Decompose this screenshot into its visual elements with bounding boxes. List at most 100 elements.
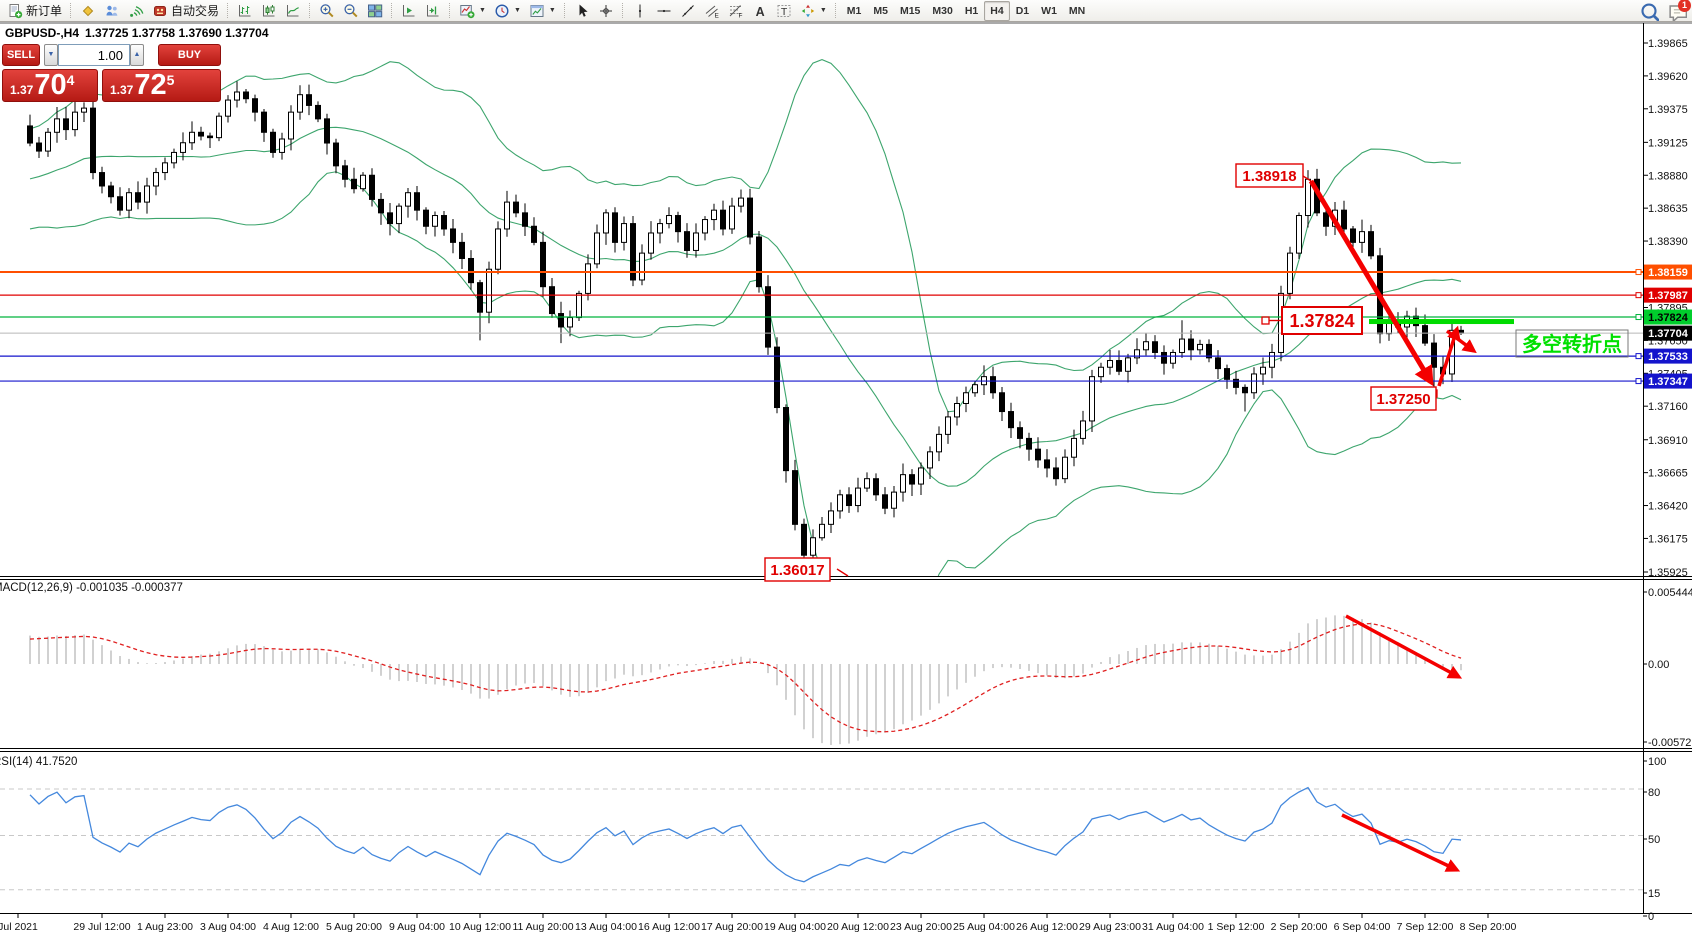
toolbar-button-market-watch[interactable] xyxy=(76,0,100,22)
toolbar-button-periods[interactable]: ▼ xyxy=(490,0,525,22)
price-annotation-1.36017[interactable]: 1.36017 xyxy=(764,557,831,582)
sell-button[interactable]: SELL xyxy=(2,44,40,66)
toolbar-button-autotrade[interactable]: 自动交易 xyxy=(148,0,223,22)
toolbar-button-channel[interactable]: E xyxy=(700,0,724,22)
notification-count-badge: 1 xyxy=(1678,0,1691,12)
toolbar-button-vline[interactable] xyxy=(628,0,652,22)
toolbar-button-notifications[interactable]: 1 xyxy=(1667,0,1691,23)
auto-scroll-icon xyxy=(403,4,415,16)
svg-text:1.37824: 1.37824 xyxy=(1289,311,1354,331)
toolbar-button-zoom-in[interactable] xyxy=(315,0,339,22)
price-axis: 1.39865 1.39620 1.39375 1.39125 1.38880 1.386… xyxy=(1643,38,1692,923)
toolbar-button-auto-scroll[interactable] xyxy=(397,0,421,22)
rsi-name: RSI(14) xyxy=(0,756,33,768)
sell-price-display[interactable]: 1.37 70 4 xyxy=(2,69,98,102)
toolbar-button-templates[interactable]: ▼ xyxy=(525,0,560,22)
horizontal-level-lines[interactable] xyxy=(0,269,1643,385)
toolbar-button-new-order[interactable]: 新订单 xyxy=(3,0,66,22)
volume-increase-button[interactable]: ▲ xyxy=(130,44,144,66)
toolbar-button-tf-m1[interactable]: M1 xyxy=(846,4,862,17)
trend-arrow[interactable] xyxy=(1308,179,1434,387)
svg-text:11 Aug 20:00: 11 Aug 20:00 xyxy=(512,921,573,933)
svg-text:5 Aug 20:00: 5 Aug 20:00 xyxy=(326,921,382,933)
bars-icon xyxy=(239,4,251,16)
note-annotation[interactable]: 多空转折点 xyxy=(1515,329,1629,358)
volume-input[interactable] xyxy=(58,44,130,66)
svg-text:1.39865: 1.39865 xyxy=(1648,38,1688,50)
svg-text:1.39620: 1.39620 xyxy=(1648,71,1688,83)
price-annotation-1.37250[interactable]: 1.37250 xyxy=(1370,386,1437,411)
annotation-layer[interactable]: 1.38918 1.37824 1.37250 1.36017 多空转折点 xyxy=(764,163,1629,872)
svg-text:多空转折点: 多空转折点 xyxy=(1522,332,1622,356)
svg-text:23 Aug 20:00: 23 Aug 20:00 xyxy=(890,921,952,933)
chevron-down-icon: ▼ xyxy=(479,7,486,14)
trend-arrow[interactable] xyxy=(1345,614,1463,679)
svg-text:0: 0 xyxy=(1648,911,1654,923)
robot-icon xyxy=(154,5,167,16)
toolbar-button-trendline[interactable] xyxy=(676,0,700,22)
toolbar-button-navigator[interactable] xyxy=(100,0,124,22)
doc-plus-icon xyxy=(9,3,23,18)
toolbar-separator xyxy=(563,3,566,18)
toolbar-button-text[interactable]: A xyxy=(748,0,772,22)
toolbar-button-line-chart[interactable] xyxy=(281,0,305,22)
toolbar-button-label[interactable]: T xyxy=(772,0,796,22)
toolbar-button-tf-m5[interactable]: M5 xyxy=(873,4,888,17)
buy-price-big: 72 xyxy=(134,69,167,101)
toolbar-button-search[interactable] xyxy=(1639,1,1661,23)
toolbar-separator xyxy=(621,3,624,18)
sell-price-pip: 4 xyxy=(66,72,75,88)
autotrade-label: 自动交易 xyxy=(171,4,220,18)
toolbar-button-tf-h4[interactable]: H4 xyxy=(984,0,1010,21)
toolbar-button-indicators[interactable]: ▼ xyxy=(455,0,490,22)
svg-text:2 Sep 20:00: 2 Sep 20:00 xyxy=(1271,921,1328,933)
toolbar-group-chart-type xyxy=(233,0,305,21)
toolbar-button-candle-chart[interactable] xyxy=(257,0,281,22)
svg-text:0.005444: 0.005444 xyxy=(1648,587,1692,599)
toolbar-button-tf-w1[interactable]: W1 xyxy=(1041,4,1057,17)
toolbar-button-tf-d1[interactable]: D1 xyxy=(1015,4,1030,17)
chevron-down-icon: ▼ xyxy=(548,7,556,14)
trend-arrow[interactable] xyxy=(1445,329,1477,354)
diamond-icon xyxy=(82,5,94,16)
main-toolbar: 新订单 自动交易 ▼ ▼ ▼ E F A T ▼ M1 M5 M15 M30 H1 H4 D1 W1 MN xyxy=(0,0,1692,22)
toolbar-button-bar-chart[interactable] xyxy=(233,0,257,22)
toolbar-button-zoom-out[interactable] xyxy=(339,0,363,22)
toolbar-button-tf-h1[interactable]: H1 xyxy=(964,4,979,17)
volume-decrease-button[interactable]: ▼ xyxy=(44,44,58,66)
toolbar-button-signals[interactable] xyxy=(124,0,148,22)
svg-text:1.36910: 1.36910 xyxy=(1648,435,1688,447)
toolbar-button-hline[interactable] xyxy=(652,0,676,22)
svg-text:15: 15 xyxy=(1648,888,1660,900)
people-icon xyxy=(106,5,118,16)
price-annotation-1.38918[interactable]: 1.38918 xyxy=(1235,163,1304,188)
svg-text:4 Aug 12:00: 4 Aug 12:00 xyxy=(263,921,319,933)
toolbar-button-crosshair[interactable] xyxy=(594,0,618,22)
toolbar-button-tf-mn[interactable]: MN xyxy=(1068,4,1086,17)
price-axis-badges: 1.38159 1.37987 1.37824 1.37704 1.37533 1.373… xyxy=(1644,264,1692,389)
ohlc-values: 1.37725 1.37758 1.37690 1.37704 xyxy=(85,26,269,40)
support-highlight-bar[interactable] xyxy=(1369,319,1514,325)
toolbar-button-cursor[interactable] xyxy=(570,0,594,22)
svg-text:6 Sep 04:00: 6 Sep 04:00 xyxy=(1334,921,1391,933)
buy-button[interactable]: BUY xyxy=(158,44,221,66)
price-annotation-1.37824[interactable]: 1.37824 xyxy=(1281,306,1363,335)
svg-text:25 Aug 04:00: 25 Aug 04:00 xyxy=(953,921,1015,933)
toolbar-button-tile-windows[interactable] xyxy=(363,0,387,22)
svg-text:20 Aug 12:00: 20 Aug 12:00 xyxy=(827,921,889,933)
toolbar-button-arrows[interactable]: ▼ xyxy=(796,0,831,22)
rsi-indicator-label: RSI(14) 41.7520 xyxy=(0,756,77,768)
trend-arrow[interactable] xyxy=(1341,813,1461,872)
toolbar-button-tf-m15[interactable]: M15 xyxy=(899,4,921,17)
svg-text:31 Aug 04:00: 31 Aug 04:00 xyxy=(1142,921,1204,933)
toolbar-button-chart-shift[interactable] xyxy=(421,0,445,22)
svg-text:Jul 2021: Jul 2021 xyxy=(0,921,38,933)
toolbar-button-fibonacci[interactable]: F xyxy=(724,0,748,22)
toolbar-button-tf-m30[interactable]: M30 xyxy=(932,4,953,17)
buy-price-display[interactable]: 1.37 72 5 xyxy=(102,69,221,102)
toolbar-separator xyxy=(227,3,229,18)
candles-icon xyxy=(263,4,275,16)
trend-arrow[interactable] xyxy=(1437,325,1461,387)
rsi-value: 41.7520 xyxy=(35,756,78,768)
